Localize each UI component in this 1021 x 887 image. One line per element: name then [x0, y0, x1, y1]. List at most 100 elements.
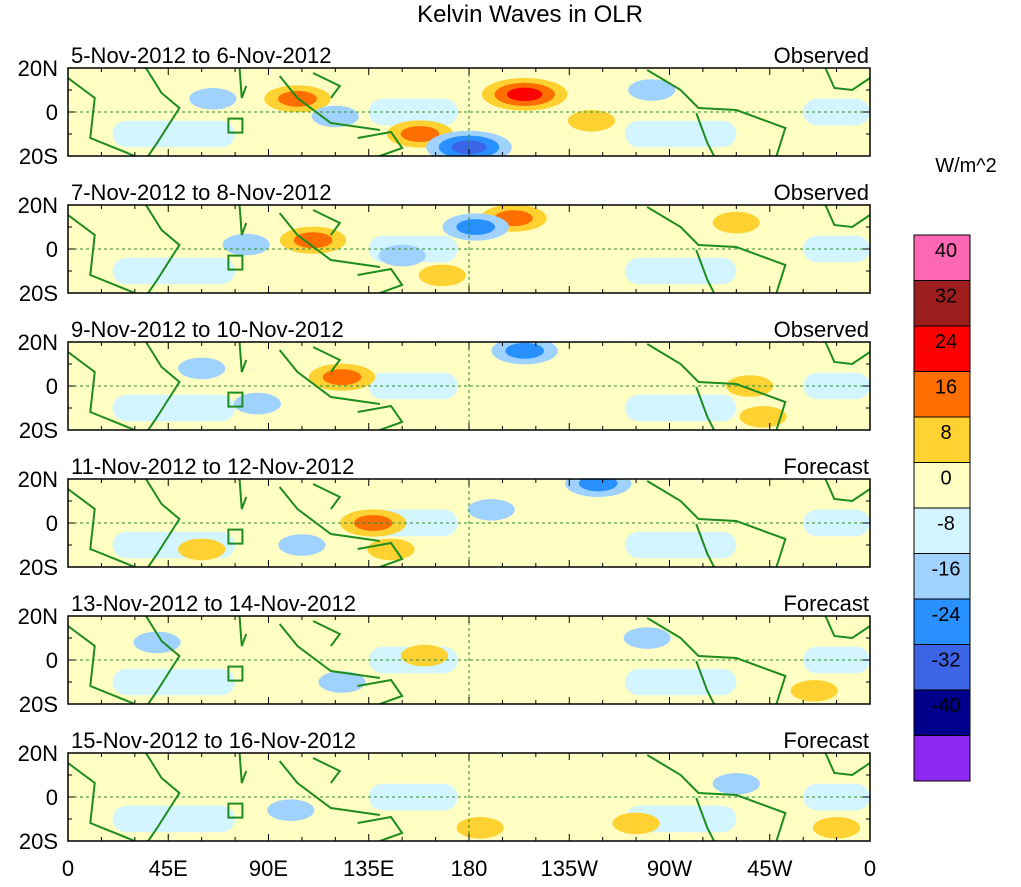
x-tick-label: 0: [864, 856, 876, 881]
anomaly-contour: [790, 680, 838, 702]
coastline: [824, 205, 870, 229]
colorbar-label: -8: [937, 513, 955, 535]
anomaly-contour: [739, 406, 787, 428]
coastline: [312, 72, 342, 99]
panel-field: [68, 342, 870, 430]
panel-status: Forecast: [783, 591, 869, 616]
coastline: [145, 342, 181, 430]
anomaly-contour: [507, 87, 543, 102]
panel-period: 7-Nov-2012 to 8-Nov-2012: [71, 180, 331, 205]
units-label: W/m^2: [935, 155, 997, 177]
anomaly-contour: [378, 244, 426, 267]
anomaly-contour: [567, 110, 616, 132]
colorbar-cell: [913, 280, 971, 327]
x-tick-label: 45W: [747, 856, 792, 881]
y-tick-label: 20S: [19, 144, 58, 169]
anomaly-contour: [712, 773, 760, 795]
x-tick-label: 180: [451, 856, 488, 881]
map-panel: 20N 0 20S 11-Nov-2012 to 12-Nov-2012 Forecas…: [18, 454, 871, 580]
panel-period: 13-Nov-2012 to 14-Nov-2012: [71, 591, 356, 616]
coastline: [824, 616, 870, 640]
panel-period: 9-Nov-2012 to 10-Nov-2012: [71, 317, 344, 342]
colorbar-cell: [913, 325, 971, 372]
coastline: [68, 77, 136, 156]
panel-field: [68, 479, 870, 567]
anomaly-contour: [456, 817, 504, 839]
coastline: [238, 479, 248, 510]
coastline: [68, 762, 136, 841]
negative-band: [112, 394, 236, 422]
map-panel: 20N 0 20S 15-Nov-2012 to 16-Nov-2012 Forecas…: [18, 728, 871, 854]
coastline: [278, 212, 381, 268]
anomaly-contour: [222, 233, 270, 256]
coastline: [312, 483, 342, 510]
y-tick-label: 20N: [18, 56, 58, 81]
negative-band: [112, 257, 236, 285]
anomaly-contour: [400, 644, 449, 667]
coastline: [312, 620, 342, 647]
y-tick-label: 20S: [19, 555, 58, 580]
anomaly-contour: [467, 499, 515, 521]
map-panel: 20N 0 20S 5-Nov-2012 to 6-Nov-2012 Observed: [18, 43, 871, 169]
anomaly-contour: [505, 342, 545, 359]
chart-title: Kelvin Waves in OLR: [417, 1, 643, 28]
colorbar-label: 0: [940, 467, 951, 489]
coastline: [646, 343, 787, 430]
colorbar-cell: [913, 234, 971, 281]
x-tick-label: 135E: [343, 856, 394, 881]
y-tick-label: 0: [46, 648, 58, 673]
colorbar-label: 32: [935, 285, 957, 307]
negative-band: [368, 98, 458, 126]
region-box: [227, 254, 244, 271]
map-panel: 20N 0 20S 7-Nov-2012 to 8-Nov-2012 Observed: [18, 180, 871, 306]
anomaly-contour: [578, 479, 618, 492]
coastline: [646, 206, 787, 293]
coastline: [646, 617, 787, 704]
coastline: [824, 479, 870, 503]
anomaly-contour: [293, 232, 333, 249]
coastlines: [68, 616, 870, 704]
anomaly-contour: [318, 671, 366, 693]
negative-band: [624, 394, 737, 422]
coastline: [646, 69, 787, 156]
coastline: [695, 386, 715, 430]
coastline: [824, 68, 870, 92]
negative-band: [112, 120, 236, 148]
y-tick-label: 0: [46, 511, 58, 536]
panel-status: Forecast: [783, 454, 869, 479]
coastlines: [68, 68, 870, 156]
panel-status: Forecast: [783, 728, 869, 753]
y-tick-label: 20N: [18, 330, 58, 355]
coastline: [68, 214, 136, 293]
colorbar-label: -40: [932, 695, 961, 717]
coastline: [278, 349, 381, 405]
anomaly-contour: [400, 126, 440, 142]
coastline: [278, 486, 381, 542]
coastline: [646, 754, 787, 841]
coastline: [68, 351, 136, 430]
colorbar-cell: [913, 416, 971, 463]
anomaly-contour: [612, 812, 660, 835]
y-tick-label: 0: [46, 100, 58, 125]
colorbar-cell: [913, 689, 971, 736]
anomaly-contour: [353, 515, 393, 531]
negative-band: [112, 805, 236, 833]
coastline: [68, 625, 136, 704]
negative-band: [112, 668, 236, 696]
y-tick-label: 0: [46, 237, 58, 262]
panel-status: Observed: [774, 180, 869, 205]
coastline: [278, 760, 381, 816]
coastline: [238, 753, 248, 784]
coastlines: [68, 342, 870, 430]
coastline: [695, 523, 715, 567]
y-tick-label: 20S: [19, 418, 58, 443]
anomaly-contour: [322, 369, 362, 386]
negative-band: [624, 668, 737, 696]
coastline: [238, 616, 248, 647]
x-tick-label: 90W: [647, 856, 692, 881]
coastline: [357, 267, 404, 293]
coastline: [357, 130, 404, 156]
y-tick-label: 20S: [19, 829, 58, 854]
colorbar-cell: [913, 598, 971, 645]
colorbar-cell: [913, 553, 971, 600]
